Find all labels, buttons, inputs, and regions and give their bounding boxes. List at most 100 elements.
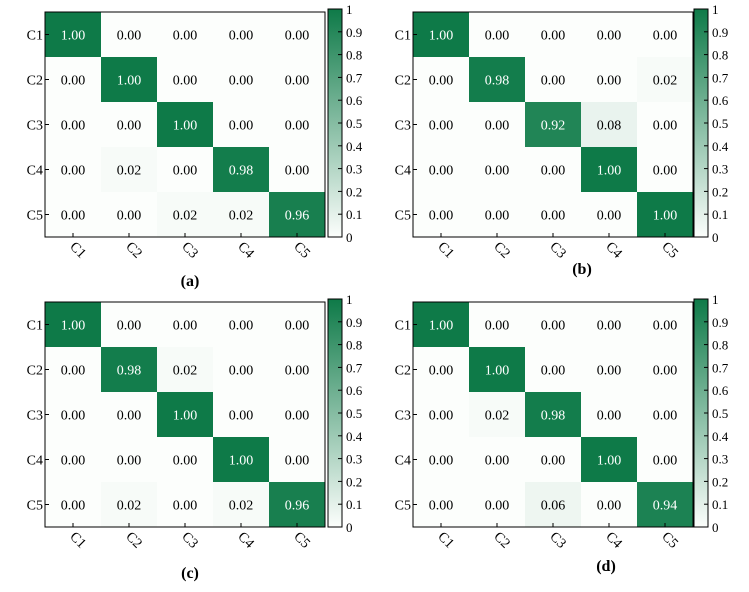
x-tick-label: C5: [658, 239, 680, 261]
heatmap-cell: [525, 347, 581, 392]
heatmap-cell: [45, 12, 101, 57]
cell-value-label: 0.00: [597, 364, 622, 379]
colorbar-tick-label: 0.9: [346, 315, 362, 330]
y-tick-label: C3: [27, 119, 43, 134]
cell-value-label: 0.00: [653, 29, 678, 44]
y-tick-label: C3: [27, 409, 43, 424]
cell-value-label: 0.96: [285, 209, 310, 224]
colorbar-tick-label: 0.7: [712, 70, 729, 85]
heatmap-cell: [101, 302, 157, 347]
cell-value-label: 0.00: [541, 364, 566, 379]
heatmap-cell: [45, 102, 101, 147]
heatmap-cell: [469, 192, 525, 237]
colorbar-tick-label: 0.3: [712, 162, 728, 177]
heatmap-cell: [101, 392, 157, 437]
heatmap-cell: [469, 437, 525, 482]
heatmap-cell: [45, 302, 101, 347]
cell-value-label: 0.00: [173, 164, 198, 179]
colorbar-tick-label: 0.7: [346, 360, 363, 375]
cell-value-label: 1.00: [61, 319, 86, 334]
colorbar-tick-label: 1: [712, 2, 719, 17]
cell-value-label: 0.02: [173, 209, 198, 224]
heatmap-cell: [637, 12, 693, 57]
cell-value-label: 0.00: [285, 164, 310, 179]
cell-value-label: 0.00: [117, 454, 142, 469]
colorbar-tick-label: 0.9: [712, 315, 728, 330]
cell-value-label: 0.00: [485, 319, 510, 334]
cell-value-label: 1.00: [61, 29, 86, 44]
heatmap-cell: [45, 147, 101, 192]
x-tick-label: C5: [290, 529, 312, 551]
heatmap-cell: [213, 302, 269, 347]
x-tick-label: C2: [490, 529, 512, 551]
y-tick-label: C1: [395, 29, 411, 44]
colorbar-tick-label: 0.8: [346, 338, 362, 353]
cell-value-label: 0.00: [285, 364, 310, 379]
colorbar-tick-label: 0.1: [712, 207, 728, 222]
heatmap-cell: [157, 392, 213, 437]
colorbar-tick-label: 0.8: [712, 48, 728, 63]
x-tick-label: C1: [434, 529, 456, 551]
heatmap-cell: [157, 147, 213, 192]
heatmap-cell: [157, 12, 213, 57]
heatmap-cell: [269, 302, 325, 347]
heatmap-cell: [101, 347, 157, 392]
cell-value-label: 0.00: [485, 209, 510, 224]
cell-value-label: 0.00: [429, 409, 454, 424]
heatmap-cell: [157, 482, 213, 527]
cell-value-label: 0.00: [485, 499, 510, 514]
heatmap-cell: [525, 102, 581, 147]
cell-value-label: 0.00: [61, 499, 86, 514]
confusion-matrix-panel-a: 1.00 0.00 0.00 0.00 0.00 0.00 1.00 0.00 0.00 0.00…: [27, 2, 363, 290]
heatmap-cell: [525, 57, 581, 102]
colorbar-tick-label: 0.8: [712, 338, 728, 353]
colorbar-tick-label: 0.4: [712, 429, 729, 444]
cell-value-label: 0.00: [653, 409, 678, 424]
heatmap-cell: [213, 12, 269, 57]
cell-value-label: 1.00: [173, 119, 198, 134]
heatmap-cell: [581, 347, 637, 392]
heatmap-cell: [581, 192, 637, 237]
cell-value-label: 0.00: [285, 29, 310, 44]
x-tick-label: C4: [602, 239, 624, 261]
cell-value-label: 0.00: [117, 319, 142, 334]
heatmap-cell: [637, 347, 693, 392]
heatmap-cell: [581, 57, 637, 102]
heatmap-cell: [269, 347, 325, 392]
cell-value-label: 0.00: [541, 29, 566, 44]
heatmap-cell: [581, 302, 637, 347]
heatmap-cell: [45, 437, 101, 482]
cell-value-label: 0.00: [429, 364, 454, 379]
heatmap-cell: [581, 102, 637, 147]
cell-value-label: 0.00: [117, 29, 142, 44]
cell-value-label: 0.00: [117, 119, 142, 134]
cell-value-label: 1.00: [485, 364, 510, 379]
cell-value-label: 0.00: [229, 364, 254, 379]
colorbar-tick-label: 0.2: [712, 474, 728, 489]
heatmap-cell: [269, 192, 325, 237]
heatmap-cell: [525, 192, 581, 237]
cell-value-label: 0.00: [117, 409, 142, 424]
heatmap-cell: [637, 192, 693, 237]
heatmap-cell: [525, 12, 581, 57]
heatmap-cell: [101, 437, 157, 482]
cell-value-label: 0.98: [485, 74, 510, 89]
heatmap-cell: [157, 192, 213, 237]
colorbar-tick-label: 0.1: [346, 497, 362, 512]
x-tick-label: C1: [66, 529, 88, 551]
y-tick-label: C5: [27, 499, 43, 514]
heatmap-cell: [101, 57, 157, 102]
cell-value-label: 1.00: [229, 454, 254, 469]
heatmap-cell: [413, 482, 469, 527]
cell-value-label: 0.00: [653, 319, 678, 334]
cell-value-label: 0.00: [541, 74, 566, 89]
cell-value-label: 0.02: [485, 409, 510, 424]
cell-value-label: 0.00: [541, 209, 566, 224]
cell-value-label: 0.94: [653, 499, 678, 514]
cell-value-label: 1.00: [117, 74, 142, 89]
cell-value-label: 0.00: [597, 409, 622, 424]
cell-value-label: 0.00: [485, 29, 510, 44]
heatmap-cell: [413, 347, 469, 392]
heatmap-cell: [525, 482, 581, 527]
